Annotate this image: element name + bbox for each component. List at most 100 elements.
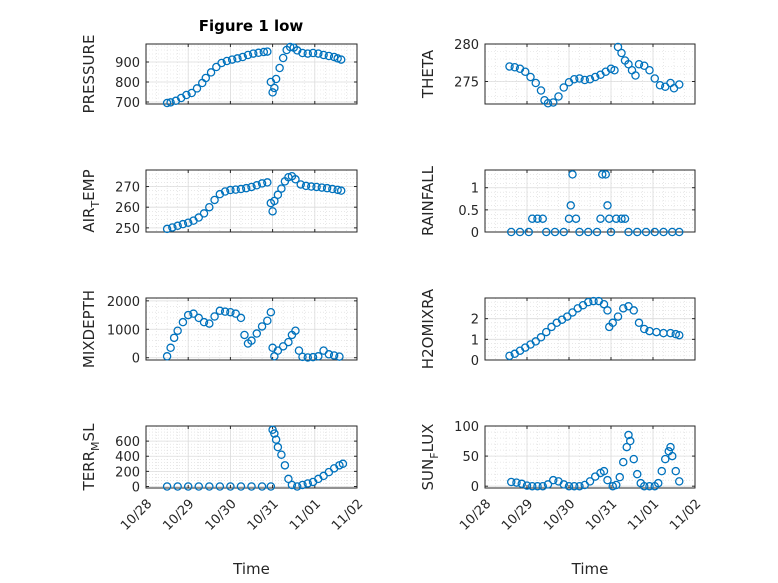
data-point [220, 187, 230, 196]
data-point [603, 201, 612, 210]
data-point [645, 66, 654, 75]
data-point [298, 352, 307, 362]
data-point [291, 175, 300, 184]
figure-title: Figure 1 low [199, 17, 304, 35]
series-markers [162, 306, 344, 362]
data-point [301, 181, 311, 191]
y-tick-label: 100 [454, 420, 479, 435]
data-point [168, 223, 177, 232]
y-tick-label: 1000 [107, 323, 140, 338]
data-point [266, 482, 276, 491]
axes-box [484, 169, 696, 233]
data-point [536, 333, 546, 342]
data-point [666, 328, 675, 338]
data-point [659, 227, 668, 237]
data-point [322, 183, 332, 193]
data-point [236, 184, 246, 194]
data-point [640, 324, 649, 334]
data-point [280, 461, 290, 470]
y-tick-label: 280 [454, 38, 479, 53]
data-point [205, 202, 214, 212]
axes-box [145, 425, 358, 489]
data-point [178, 317, 188, 327]
subplot-pressure: 700 800 900 PRESSURE [80, 35, 358, 113]
data-point [284, 337, 293, 347]
data-point [266, 307, 276, 317]
data-point [575, 74, 584, 83]
data-point [257, 322, 267, 331]
data-point [584, 297, 593, 307]
data-point [566, 201, 576, 210]
data-point [510, 63, 519, 72]
data-point [512, 478, 521, 487]
data-point [227, 55, 237, 64]
data-point [634, 318, 644, 328]
y-tick-label: 900 [115, 56, 140, 71]
y-tick-label: 200 [115, 465, 140, 480]
data-point [278, 53, 288, 63]
y-tick-label: 0 [471, 354, 479, 369]
data-point [542, 327, 551, 337]
subplot-mixdepth: 0 1000 2000 MIXDEPTH [80, 290, 358, 368]
data-point [173, 482, 182, 491]
data-point [619, 304, 628, 313]
data-point [328, 184, 337, 194]
data-point [505, 351, 514, 361]
axes-box [484, 297, 696, 361]
y-tick-label: 700 [115, 96, 140, 111]
data-point [294, 346, 304, 355]
data-point [629, 306, 639, 315]
data-point [231, 309, 240, 318]
data-point [515, 227, 525, 237]
data-point [506, 477, 516, 487]
data-point [570, 75, 579, 84]
data-point [675, 227, 684, 237]
data-point [257, 482, 267, 491]
data-point [575, 481, 584, 491]
data-point [166, 343, 175, 353]
grid [145, 169, 358, 233]
data-point [675, 477, 684, 486]
series-markers [162, 171, 346, 234]
data-point [220, 307, 230, 316]
x-axis-label: Time [571, 560, 609, 578]
data-point [210, 195, 219, 205]
data-point [192, 84, 202, 93]
data-point [270, 429, 279, 438]
y-tick-label: 0 [132, 480, 140, 495]
data-point [308, 48, 318, 58]
data-point [559, 227, 569, 237]
data-point [169, 333, 179, 343]
data-point [312, 182, 321, 192]
data-point [217, 58, 226, 68]
data-point [640, 481, 649, 491]
data-point [626, 436, 635, 446]
data-point [292, 46, 302, 55]
y-tick-label: 2 [471, 313, 479, 328]
data-point [645, 481, 654, 491]
data-point [183, 482, 193, 491]
data-point [263, 47, 272, 56]
data-point [292, 482, 302, 491]
data-point [183, 310, 193, 320]
data-point [338, 459, 348, 469]
data-point [210, 312, 219, 321]
data-point [657, 466, 667, 476]
data-point [285, 42, 295, 52]
data-point [277, 450, 286, 459]
y-axis-label: RAINFALL [419, 165, 437, 236]
data-point [584, 227, 593, 237]
data-point [298, 48, 307, 58]
data-point [538, 214, 548, 223]
data-point [259, 47, 269, 57]
x-axis-label: Time [232, 560, 270, 578]
data-point [226, 307, 235, 317]
y-tick-label: 1 [471, 182, 479, 197]
data-point [671, 466, 681, 476]
data-point [314, 49, 323, 58]
data-point [668, 451, 677, 461]
data-point [559, 83, 569, 92]
axes-box [484, 43, 696, 105]
y-tick-label: 260 [115, 201, 140, 216]
data-point [629, 454, 639, 464]
